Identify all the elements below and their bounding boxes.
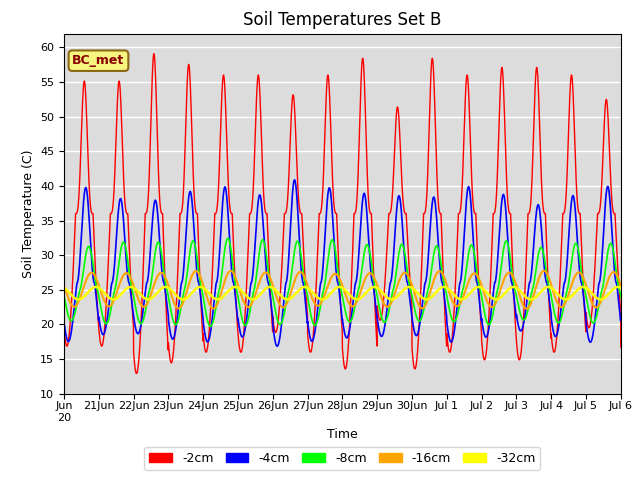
-2cm — [476, 311, 484, 317]
-4cm — [528, 267, 536, 273]
-16cm — [93, 277, 101, 283]
-4cm — [476, 307, 484, 313]
Title: Soil Temperatures Set B: Soil Temperatures Set B — [243, 11, 442, 29]
Line: -4cm: -4cm — [64, 180, 638, 346]
-8cm — [634, 282, 640, 288]
-32cm — [528, 297, 536, 302]
-16cm — [60, 282, 68, 288]
-4cm — [634, 241, 640, 247]
-8cm — [224, 235, 232, 241]
-2cm — [415, 329, 422, 335]
Line: -32cm: -32cm — [64, 287, 638, 300]
Legend: -2cm, -4cm, -8cm, -16cm, -32cm: -2cm, -4cm, -8cm, -16cm, -32cm — [145, 447, 540, 469]
-32cm — [415, 291, 422, 297]
-8cm — [476, 287, 484, 293]
-16cm — [278, 304, 286, 310]
-8cm — [520, 317, 527, 323]
-2cm — [278, 251, 286, 256]
-4cm — [520, 320, 527, 325]
-8cm — [278, 318, 286, 324]
-16cm — [540, 268, 548, 274]
-8cm — [60, 293, 68, 299]
-2cm — [93, 300, 101, 305]
Y-axis label: Soil Temperature (C): Soil Temperature (C) — [22, 149, 35, 278]
-4cm — [415, 326, 422, 332]
Line: -16cm: -16cm — [64, 271, 638, 309]
-2cm — [60, 325, 68, 331]
-2cm — [150, 51, 157, 57]
-16cm — [528, 299, 536, 304]
-2cm — [528, 182, 536, 188]
-32cm — [93, 284, 101, 290]
-16cm — [523, 306, 531, 312]
-32cm — [278, 294, 286, 300]
-16cm — [520, 303, 527, 309]
-8cm — [93, 287, 101, 292]
-4cm — [278, 313, 286, 319]
-16cm — [634, 291, 640, 297]
-8cm — [415, 318, 422, 324]
-8cm — [528, 289, 536, 295]
X-axis label: Time: Time — [327, 428, 358, 442]
-2cm — [520, 312, 527, 317]
Text: BC_met: BC_met — [72, 54, 125, 67]
-32cm — [92, 284, 100, 290]
-32cm — [75, 297, 83, 302]
-2cm — [634, 123, 640, 129]
-4cm — [273, 343, 281, 349]
-16cm — [415, 301, 422, 307]
-4cm — [93, 303, 101, 309]
-4cm — [60, 319, 68, 324]
-16cm — [476, 278, 484, 284]
-32cm — [60, 285, 68, 291]
-32cm — [476, 284, 484, 290]
-32cm — [520, 292, 527, 298]
Line: -8cm: -8cm — [64, 238, 638, 326]
Line: -2cm: -2cm — [64, 54, 638, 373]
-8cm — [207, 324, 214, 329]
-32cm — [634, 296, 640, 301]
-2cm — [132, 371, 140, 376]
-4cm — [291, 177, 298, 183]
